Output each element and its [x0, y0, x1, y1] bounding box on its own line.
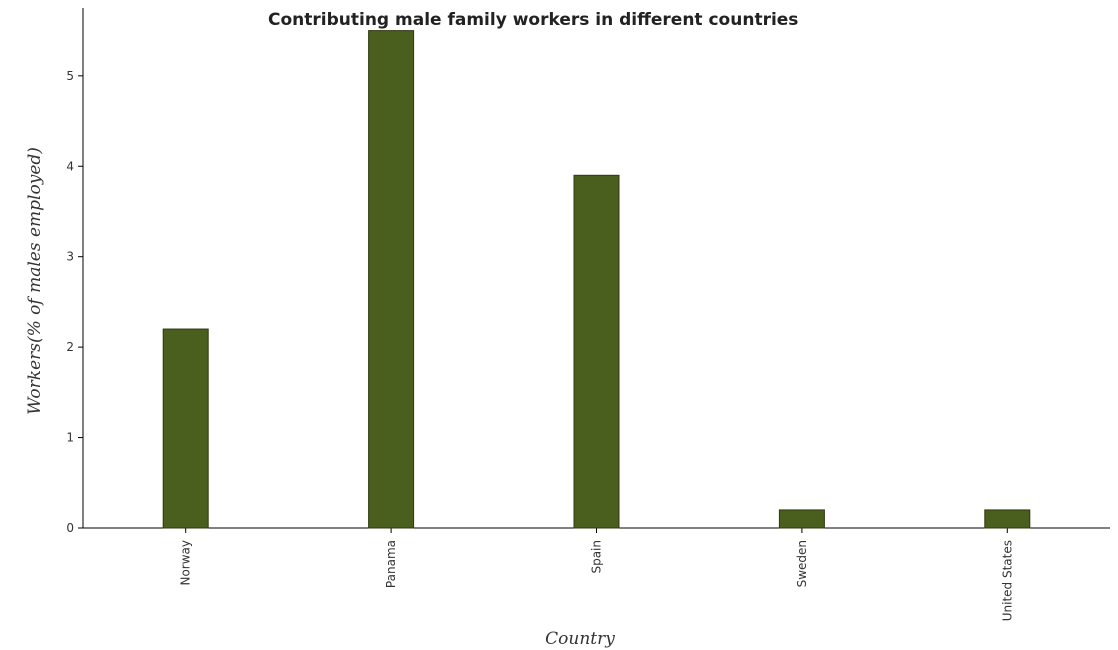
x-tick-label: Spain	[590, 540, 604, 574]
bar-sweden	[778, 509, 825, 529]
y-tick-label: 4	[66, 159, 74, 173]
y-axis-title: Workers(% of males employed)	[25, 147, 45, 415]
x-axis: Norway Panama Spain Sweden United States	[83, 527, 1110, 621]
x-tick-label: Sweden	[795, 540, 809, 587]
x-tick-label: Panama	[384, 540, 398, 588]
bars	[162, 30, 1031, 529]
y-tick-label: 3	[66, 250, 74, 264]
x-tick-label: Norway	[179, 540, 193, 586]
bar-spain	[573, 174, 620, 529]
y-tick-label: 1	[66, 431, 74, 445]
y-tick-label: 2	[66, 340, 74, 354]
chart-title: Contributing male family workers in diff…	[268, 10, 798, 30]
x-tick-label: United States	[1000, 540, 1014, 621]
bar-panama	[368, 30, 415, 529]
bar-united-states	[984, 509, 1031, 529]
y-axis: 0 1 2 3 4 5	[66, 8, 84, 535]
y-tick-label: 0	[66, 521, 74, 535]
y-tick-label: 5	[66, 69, 74, 83]
bar-norway	[162, 328, 209, 529]
x-axis-title: Country	[545, 629, 615, 649]
